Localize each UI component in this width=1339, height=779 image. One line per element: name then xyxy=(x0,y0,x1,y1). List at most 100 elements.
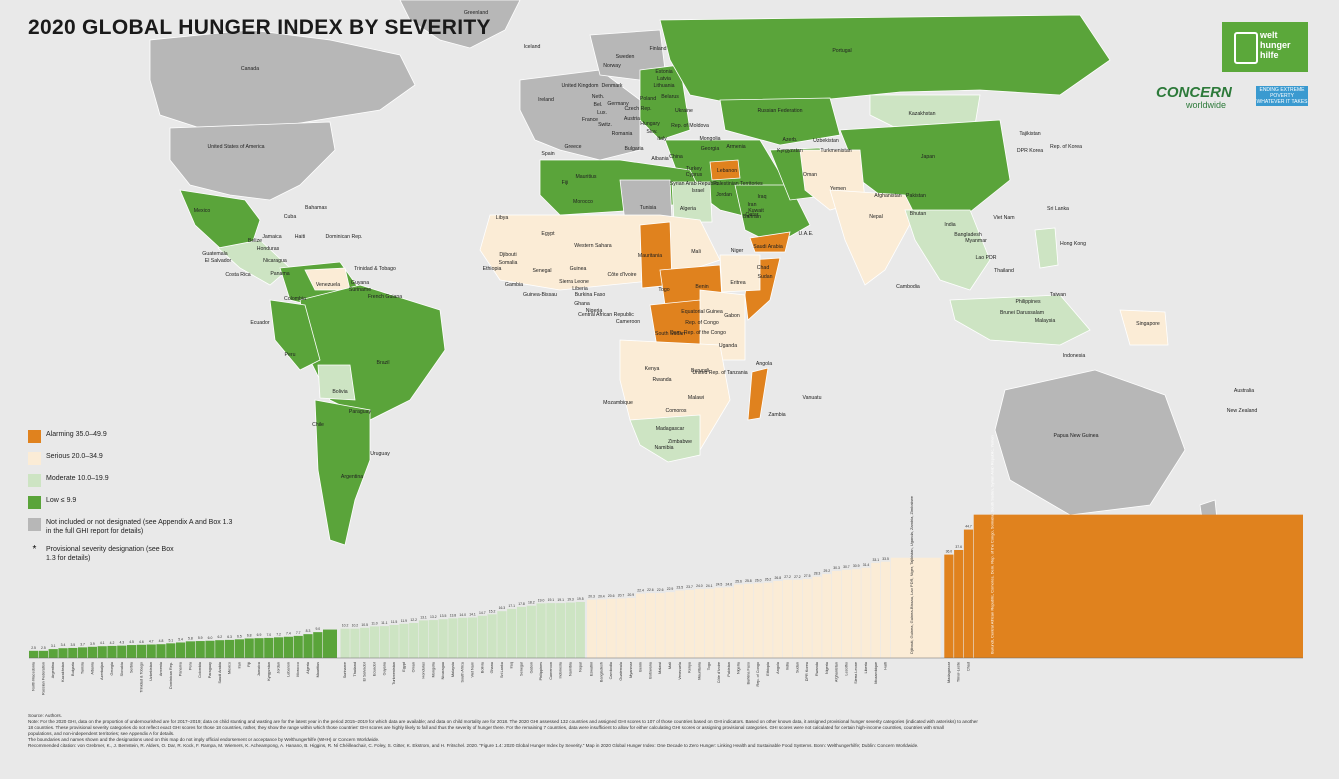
map-label: Hungary xyxy=(640,121,660,127)
region-south-africa xyxy=(629,414,701,463)
bar-value-label: 7.7 xyxy=(296,631,301,635)
bar-category-label: Sri Lanka xyxy=(500,661,504,678)
map-label: Niger xyxy=(731,248,744,254)
map-label: Panama xyxy=(270,271,289,277)
bar-value-label: 8.3 xyxy=(306,629,311,633)
map-label: Venezuela xyxy=(316,282,340,288)
map-label: Germany xyxy=(607,101,629,107)
bar-serious xyxy=(881,561,891,658)
map-label: Palestinian Territories xyxy=(713,181,763,187)
map-label: Egypt xyxy=(541,231,555,237)
map-label: Denmark xyxy=(601,83,622,89)
bar-category-label: Kazakhstan xyxy=(61,662,65,682)
bar-value-label: 22.9 xyxy=(667,587,674,591)
bar-low xyxy=(146,644,156,658)
legend-label: Serious 20.0–34.9 xyxy=(46,453,103,460)
bar-value-label: 36.0 xyxy=(946,550,953,554)
bar-category-label: Timor-Leste xyxy=(957,662,961,682)
bar-value-label: 30.3 xyxy=(833,566,840,570)
bar-value-label: 17.8 xyxy=(518,602,525,606)
bar-category-label: Tunisia xyxy=(81,661,85,674)
map-label: New Zealand xyxy=(1227,408,1258,414)
bar-low xyxy=(176,642,186,658)
map-label: Lithuania xyxy=(653,83,674,89)
map-label: United States of America xyxy=(207,144,264,150)
map-label: Chile xyxy=(312,422,324,428)
bar-moderate xyxy=(516,606,527,658)
bar-value-label: 17.1 xyxy=(508,604,515,608)
bar-low xyxy=(274,637,284,658)
bar-category-label: Jamaica xyxy=(257,661,261,676)
map-label: Papua New Guinea xyxy=(1054,433,1099,439)
bar-value-label: 22.4 xyxy=(637,589,644,593)
bar-category-label: Peru xyxy=(188,662,192,670)
wheat-icon xyxy=(1234,32,1258,64)
map-label: Rep. of Moldova xyxy=(671,123,709,129)
bar-moderate xyxy=(546,603,556,658)
bar-value-label: 18.2 xyxy=(528,601,535,605)
bar-moderate xyxy=(575,601,585,658)
bar-low xyxy=(127,645,137,658)
map-label: Liberia xyxy=(572,286,588,292)
bar-category-label: Guatemala xyxy=(619,661,623,680)
legend-item-low: Low ≤ 9.9 xyxy=(28,496,258,509)
bar-category-label: Dominican Rep. xyxy=(169,662,173,689)
bar-category-label: Oman xyxy=(412,662,416,672)
bar-low xyxy=(293,635,303,658)
region-russia xyxy=(659,14,1111,106)
region-png xyxy=(1119,309,1169,346)
bar-serious xyxy=(714,587,724,658)
bar-value-label: 33.1 xyxy=(872,558,879,562)
map-label: Zimbabwe xyxy=(668,439,692,445)
bar-value-label: 24.0 xyxy=(696,584,703,588)
bar-low xyxy=(195,641,205,658)
bar-category-label: Benin xyxy=(639,662,643,672)
provisional-serious-block xyxy=(890,557,941,658)
bar-low xyxy=(156,644,166,658)
map-label: Costa Rica xyxy=(225,272,250,278)
bar-value-label: 30.7 xyxy=(843,565,850,569)
map-label: Sudan xyxy=(757,274,772,280)
map-label: Paraguay xyxy=(349,409,372,415)
note-disclaimer: The boundaries and names shown and the d… xyxy=(28,737,380,742)
region-syria xyxy=(709,159,741,181)
bar-moderate xyxy=(379,626,389,658)
bar-serious xyxy=(596,599,606,658)
region-kazakhstan xyxy=(719,97,841,146)
bar-value-label: 24.5 xyxy=(716,583,723,587)
map-label: Lesotho xyxy=(0,0,9,2)
map-label: Vanuatu xyxy=(803,395,822,401)
region-central-america xyxy=(217,239,291,286)
bar-value-label: 22.6 xyxy=(657,588,664,592)
bar-category-label: Nigeria xyxy=(825,661,829,674)
provisional-alarming-block xyxy=(973,514,1303,658)
bar-value-label: 3.4 xyxy=(61,643,66,647)
map-label: Bolivia xyxy=(332,389,347,395)
map-label: Sweden xyxy=(616,54,635,60)
map-label: Oman xyxy=(803,172,817,178)
map-label: Bahamas xyxy=(305,205,327,211)
bar-value-label: 10.5 xyxy=(361,623,368,627)
map-label: Uruguay xyxy=(370,451,390,457)
bar-value-label: 4.1 xyxy=(100,641,105,645)
bar-category-label: Nepal xyxy=(578,662,582,672)
map-label: Sri Lanka xyxy=(1047,206,1069,212)
map-label: Uganda xyxy=(719,343,737,349)
bar-value-label: 25.6 xyxy=(735,579,742,583)
legend-item-provisional: * Provisional severity designation (see … xyxy=(28,545,258,563)
bar-category-label: Ethiopia xyxy=(766,661,770,676)
map-label: United Rep. of Tanzania xyxy=(692,370,747,376)
bar-category-label: Colombia xyxy=(198,661,202,678)
bar-value-label: 6.9 xyxy=(257,633,262,637)
map-label: India xyxy=(944,222,955,228)
map-label: Haiti xyxy=(295,234,305,240)
note-text: populations, and non-independent territo… xyxy=(28,731,175,736)
bar-value-label: 24.6 xyxy=(725,582,732,586)
bar-moderate xyxy=(458,617,468,658)
map-label: Zambia xyxy=(768,412,785,418)
legend-item-moderate: Moderate 10.0–19.9 xyxy=(28,474,258,487)
map-label: Bangladesh xyxy=(954,232,982,238)
region-philippines xyxy=(1034,227,1059,269)
bar-value-label: 23.7 xyxy=(686,585,693,589)
bar-moderate xyxy=(438,619,448,658)
